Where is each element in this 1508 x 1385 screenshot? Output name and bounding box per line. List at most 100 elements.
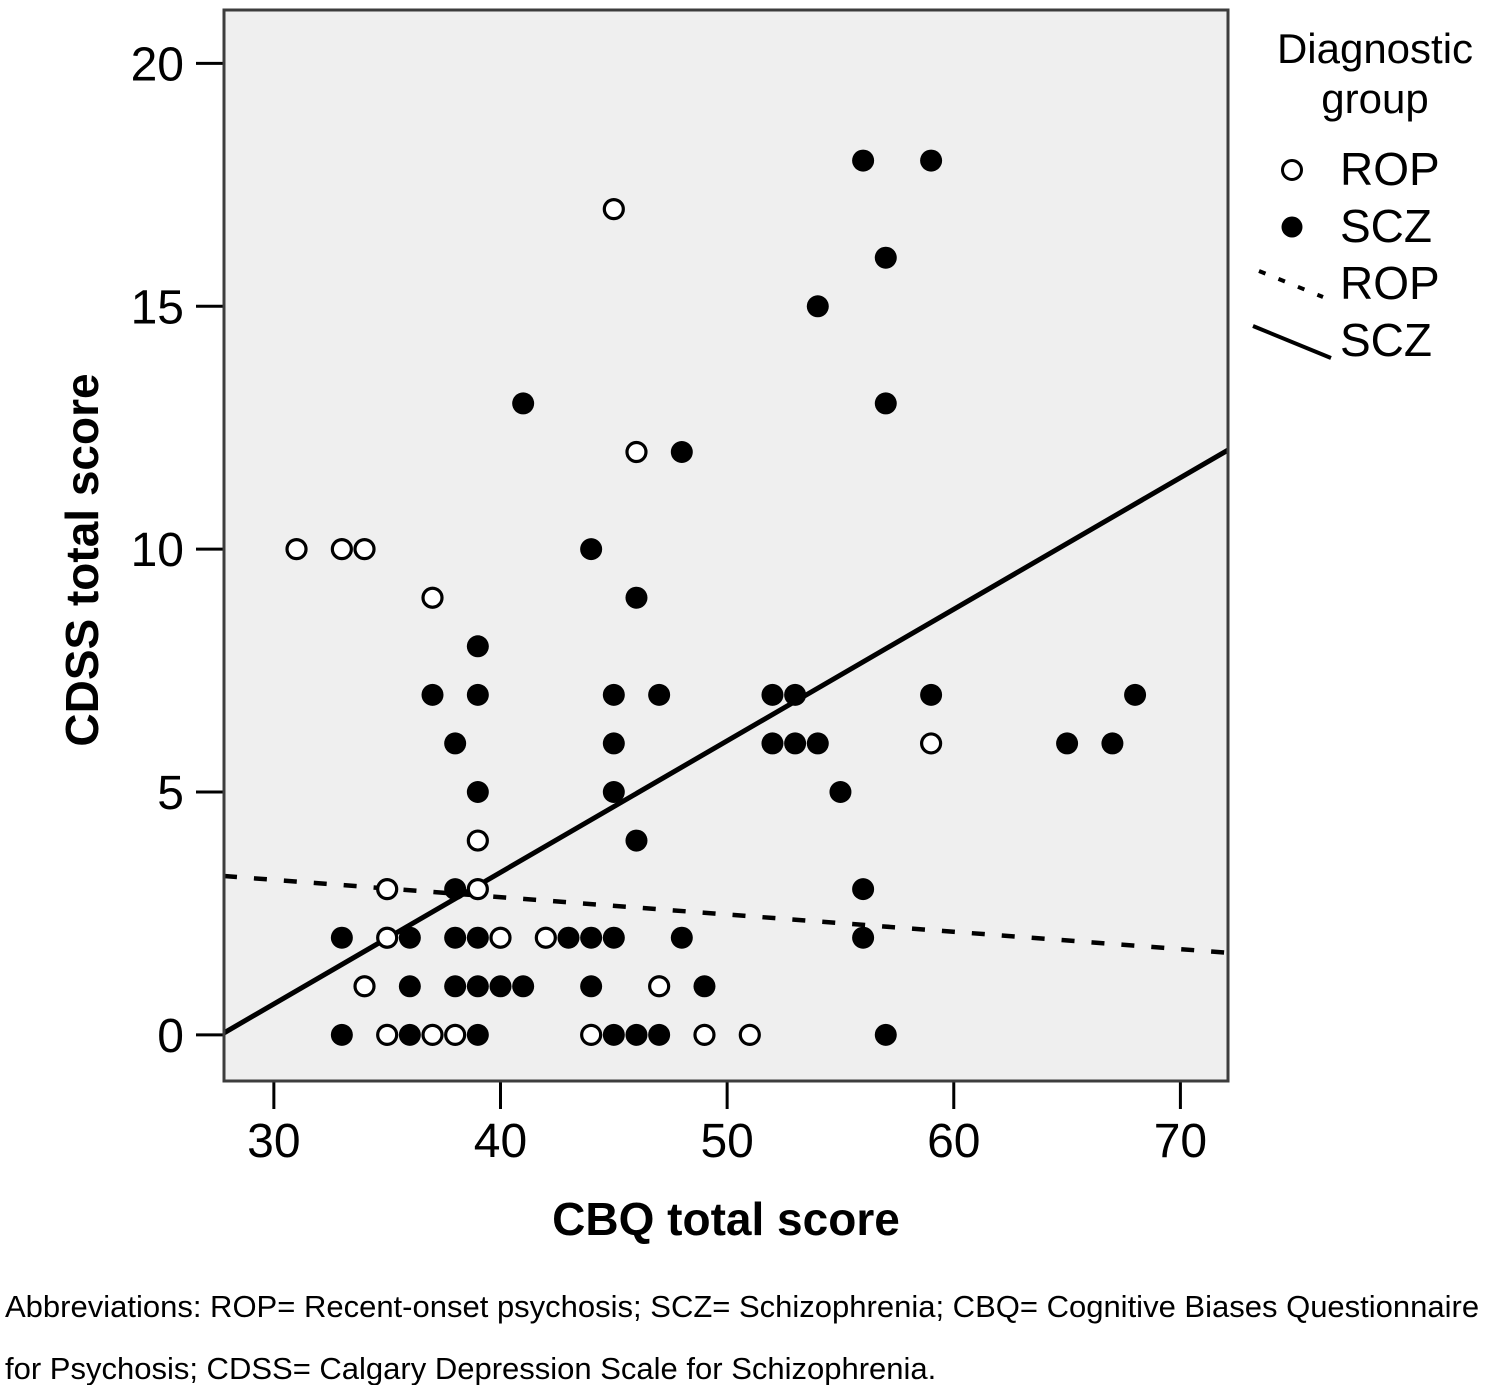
y-axis-tick-label: 15	[131, 281, 184, 334]
data-point-rop	[648, 975, 671, 998]
data-point-rop	[489, 926, 512, 949]
data-point-rop	[693, 1023, 716, 1046]
data-point-scz	[1101, 732, 1124, 755]
data-point-rop	[602, 198, 625, 221]
data-point-scz	[444, 975, 467, 998]
data-point-rop	[421, 1023, 444, 1046]
data-point-scz	[330, 926, 353, 949]
data-point-scz	[444, 878, 467, 901]
data-point-scz	[602, 1023, 625, 1046]
caption-line-2: for Psychosis; CDSS= Calgary Depression …	[5, 1351, 937, 1385]
x-axis-title: CBQ total score	[552, 1193, 900, 1245]
data-point-scz	[602, 683, 625, 706]
data-point-scz	[648, 1023, 671, 1046]
data-point-scz	[806, 295, 829, 318]
data-point-scz	[580, 926, 603, 949]
caption-line-1: Abbreviations: ROP= Recent-onset psychos…	[5, 1289, 1480, 1324]
data-point-rop	[625, 440, 648, 464]
x-axis-tick-label: 70	[1154, 1115, 1207, 1168]
legend-item-rop-line: ROP	[1244, 255, 1506, 312]
y-axis-tick-label: 20	[131, 38, 184, 91]
figure-caption: Abbreviations: ROP= Recent-onset psychos…	[5, 1276, 1508, 1385]
data-point-scz	[602, 926, 625, 949]
data-point-scz	[466, 781, 489, 803]
data-point-scz	[693, 975, 716, 998]
data-point-scz	[874, 246, 897, 269]
data-point-scz	[670, 441, 693, 463]
data-point-scz	[1056, 732, 1079, 755]
data-point-scz	[670, 926, 693, 949]
data-point-rop	[376, 878, 399, 901]
data-point-scz	[466, 926, 489, 949]
y-axis-tick-label: 0	[157, 1010, 184, 1063]
data-point-rop	[738, 1023, 761, 1046]
data-point-scz	[784, 683, 807, 706]
data-point-rop	[421, 586, 444, 609]
x-axis-tick-label: 30	[247, 1115, 300, 1168]
data-point-scz	[580, 538, 603, 561]
legend-label: SCZ	[1340, 314, 1432, 367]
data-point-rop	[330, 538, 353, 561]
data-point-scz	[398, 975, 421, 998]
y-axis-tick-label: 10	[131, 524, 184, 577]
legend-item-scz-line: SCZ	[1244, 312, 1506, 369]
plot-border	[222, 8, 1230, 1083]
legend-label: ROP	[1340, 143, 1440, 196]
data-point-scz	[557, 926, 580, 949]
data-point-scz	[874, 392, 897, 415]
data-point-scz	[421, 683, 444, 706]
data-point-scz	[489, 975, 512, 998]
legend-title: Diagnostic group	[1276, 25, 1474, 123]
data-point-scz	[512, 975, 535, 998]
data-point-scz	[806, 732, 829, 755]
data-point-scz	[1124, 683, 1147, 706]
data-point-scz	[784, 732, 807, 755]
data-point-scz	[625, 1023, 648, 1046]
data-point-scz	[602, 781, 625, 803]
data-point-rop	[466, 878, 489, 901]
data-point-scz	[625, 829, 648, 852]
data-point-rop	[444, 1023, 467, 1046]
open-circle-icon	[1244, 149, 1340, 189]
data-point-scz	[920, 149, 943, 172]
data-point-rop	[353, 538, 376, 561]
data-point-scz	[852, 878, 875, 901]
x-axis-tick-label: 50	[700, 1115, 753, 1168]
filled-circle-icon	[1244, 206, 1340, 246]
data-point-scz	[625, 586, 648, 609]
data-point-rop	[580, 1023, 603, 1046]
x-axis-tick-label: 40	[474, 1115, 527, 1168]
legend-item-rop-points: ROP	[1244, 141, 1506, 198]
data-point-scz	[398, 926, 421, 949]
data-point-rop	[353, 975, 376, 998]
data-point-rop	[285, 538, 308, 561]
legend: Diagnostic group ROP SCZ ROP SCZ	[1244, 24, 1506, 369]
dotted-line-icon	[1244, 261, 1340, 305]
data-point-scz	[398, 1023, 421, 1046]
data-point-scz	[602, 732, 625, 755]
data-point-scz	[874, 1023, 897, 1046]
data-point-scz	[648, 683, 671, 706]
data-point-scz	[852, 926, 875, 949]
data-point-scz	[466, 683, 489, 706]
data-point-scz	[920, 683, 943, 706]
solid-line-icon	[1244, 318, 1340, 362]
data-point-scz	[852, 149, 875, 172]
data-point-scz	[829, 781, 852, 803]
legend-item-scz-points: SCZ	[1244, 198, 1506, 255]
data-point-scz	[512, 392, 535, 415]
data-point-rop	[376, 926, 399, 949]
data-point-scz	[580, 975, 603, 998]
data-point-scz	[444, 732, 467, 755]
x-axis-tick-label: 60	[927, 1115, 980, 1168]
y-axis-title: CDSS total score	[56, 373, 108, 747]
data-point-rop	[534, 926, 557, 949]
data-point-scz	[761, 683, 784, 706]
data-point-rop	[466, 829, 489, 852]
data-point-scz	[761, 732, 784, 755]
data-point-scz	[444, 926, 467, 949]
legend-label: ROP	[1340, 257, 1440, 310]
data-point-rop	[920, 732, 943, 755]
